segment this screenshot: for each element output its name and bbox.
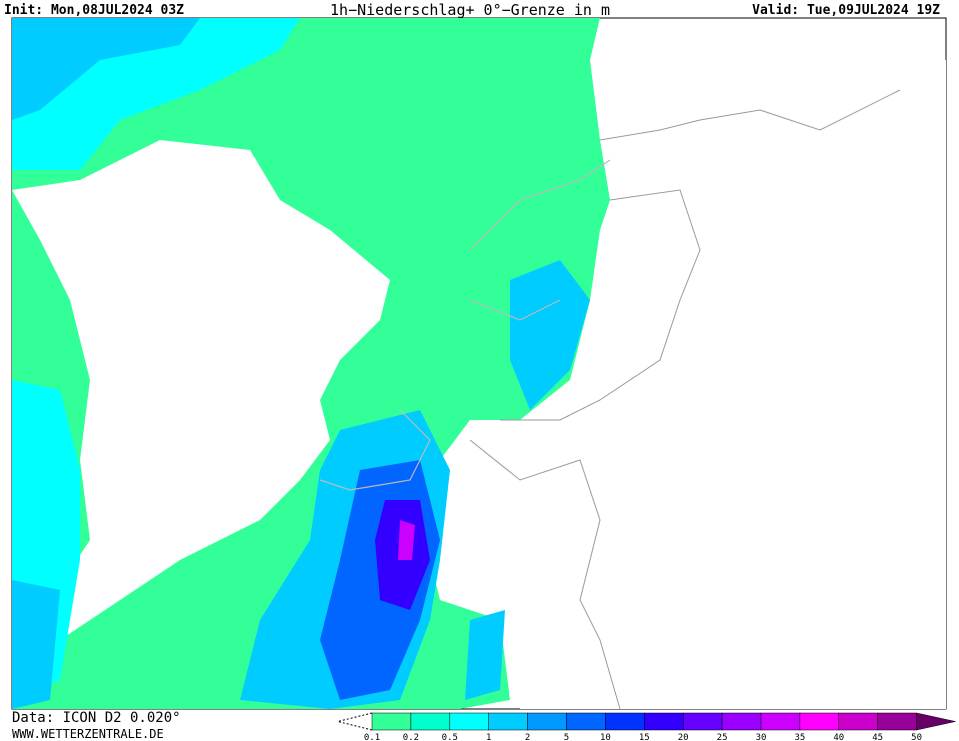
legend-low-arrow	[337, 712, 373, 731]
color-legend: 0.1 0.2 0.5 1 2 5 10 15 20 25 30 35 40 45 50	[337, 712, 956, 741]
data-source: Data: ICON D2 0.020°	[12, 710, 181, 726]
legend-swatch	[449, 712, 489, 731]
legend-label: 25	[717, 733, 728, 741]
legend-swatch	[527, 712, 567, 731]
map-title: 1h−Niederschlag+ 0°−Grenze in m	[330, 1, 610, 19]
legend-label: 35	[794, 733, 805, 741]
legend-swatch	[682, 712, 723, 731]
precip-area	[465, 610, 505, 700]
legend-label: 30	[756, 733, 767, 741]
legend-arrow	[916, 712, 956, 731]
legend-label: 10	[600, 733, 611, 741]
legend-label: 50	[911, 733, 922, 741]
init-time: Init: Mon,08JUL2024 03Z	[4, 3, 184, 18]
legend-label: 15	[639, 733, 650, 741]
land	[12, 140, 390, 640]
country-border	[469, 89, 901, 710]
legend-swatch	[799, 712, 840, 731]
legend-label: 1	[486, 733, 491, 741]
legend-swatch	[566, 712, 606, 731]
precip-area	[510, 260, 590, 410]
coastline	[319, 159, 611, 491]
legend-swatch	[760, 712, 801, 731]
legend-label: 0.5	[442, 733, 458, 741]
legend-swatch	[488, 712, 528, 731]
legend-swatch	[605, 712, 645, 731]
precip-area	[398, 520, 415, 560]
legend-label: 40	[833, 733, 844, 741]
legend-swatch	[838, 712, 878, 731]
legend-label: 5	[564, 733, 569, 741]
legend-label: 45	[872, 733, 883, 741]
legend-swatch	[371, 712, 412, 731]
precip-area	[12, 18, 200, 120]
legend-swatch	[721, 712, 762, 731]
legend-label: 0.2	[403, 733, 419, 741]
valid-time: Valid: Tue,09JUL2024 19Z	[752, 3, 940, 18]
legend-swatch	[644, 712, 684, 731]
legend-label: 20	[678, 733, 689, 741]
legend-label: 0.1	[364, 733, 380, 741]
precip-area	[12, 580, 60, 709]
legend-swatch	[877, 712, 917, 731]
map-area	[11, 17, 947, 710]
land	[440, 60, 946, 709]
legend-label: 2	[525, 733, 530, 741]
legend-swatch	[410, 712, 451, 731]
site-url: WWW.WETTERZENTRALE.DE	[12, 727, 164, 741]
